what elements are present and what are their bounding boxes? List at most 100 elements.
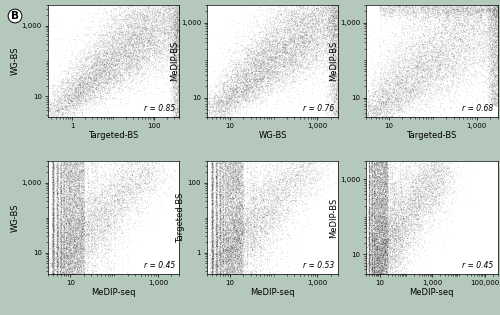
Point (329, 87, 337, 92)
Point (152, 3, 160, 8)
Point (171, 99, 179, 104)
Point (216, 237, 224, 242)
Point (74, 92, 82, 97)
Point (374, 265, 382, 270)
Point (275, 11, 283, 16)
Point (394, 241, 402, 246)
Point (39, 275, 47, 280)
Point (80, 258, 88, 263)
Point (149, 20, 157, 25)
Point (91, 204, 99, 209)
Point (40, 118, 48, 123)
Point (212, 115, 220, 120)
Point (436, 101, 444, 106)
Point (338, 33, 346, 38)
Point (254, 88, 262, 93)
Point (88, 48, 96, 53)
Point (70, 110, 78, 115)
Point (359, 72, 367, 77)
Point (176, 67, 184, 72)
Point (247, 81, 255, 86)
Point (460, 2, 468, 7)
Point (331, 54, 339, 59)
Point (450, 11, 458, 16)
Point (214, 160, 222, 165)
Point (372, 236, 380, 241)
Point (236, 181, 244, 186)
Point (497, 0, 500, 4)
Point (49, 244, 57, 249)
Point (408, 198, 416, 203)
Point (76, 243, 84, 248)
Point (230, 58, 238, 63)
Point (302, 1, 310, 6)
Point (479, 82, 487, 87)
Point (66, 227, 74, 232)
Point (65, 203, 73, 209)
Point (146, 156, 154, 161)
Point (67, 180, 75, 185)
Point (492, 51, 500, 56)
Point (98, 61, 106, 66)
Point (172, 0, 180, 4)
Point (402, 219, 410, 224)
Point (208, 202, 216, 207)
Point (118, 174, 126, 179)
Point (172, 62, 179, 67)
Point (483, 12, 491, 17)
Point (208, 204, 216, 209)
Point (73, 161, 81, 166)
Point (408, 207, 416, 212)
Point (54, 176, 62, 181)
Point (437, 60, 445, 65)
Point (215, 106, 223, 111)
Point (39, 275, 47, 280)
Point (272, 262, 280, 267)
Point (48, 268, 56, 273)
Point (216, 262, 224, 267)
Point (441, 167, 449, 172)
Point (326, 49, 334, 54)
Point (361, 114, 369, 119)
Point (488, 9, 496, 14)
Point (62, 210, 70, 215)
Point (497, 0, 500, 4)
Point (212, 226, 220, 231)
Point (133, 186, 141, 191)
Point (76, 228, 84, 233)
Point (49, 225, 57, 230)
Point (216, 207, 224, 212)
Point (56, 275, 64, 280)
Point (382, 166, 390, 171)
Point (497, 28, 500, 33)
Point (328, 37, 336, 42)
Point (365, 267, 373, 272)
Point (324, 34, 332, 39)
Point (424, 74, 432, 79)
Point (284, 206, 292, 211)
Point (54, 223, 62, 228)
Point (214, 243, 222, 248)
Point (172, 27, 179, 32)
Point (238, 205, 246, 210)
Point (226, 191, 234, 196)
Point (332, 0, 340, 4)
Point (414, 187, 422, 192)
Point (334, 11, 342, 16)
Point (66, 106, 74, 111)
Point (302, 32, 310, 37)
Point (117, 156, 125, 161)
Point (64, 228, 72, 233)
Point (369, 175, 377, 180)
Point (256, 239, 264, 244)
Point (394, 72, 402, 77)
Point (312, 12, 320, 17)
Point (374, 187, 382, 192)
Point (60, 198, 68, 203)
Point (478, 2, 486, 7)
Point (288, 72, 296, 77)
Point (388, 165, 396, 170)
Point (330, 48, 338, 53)
Point (328, 81, 336, 86)
Point (299, 56, 307, 61)
